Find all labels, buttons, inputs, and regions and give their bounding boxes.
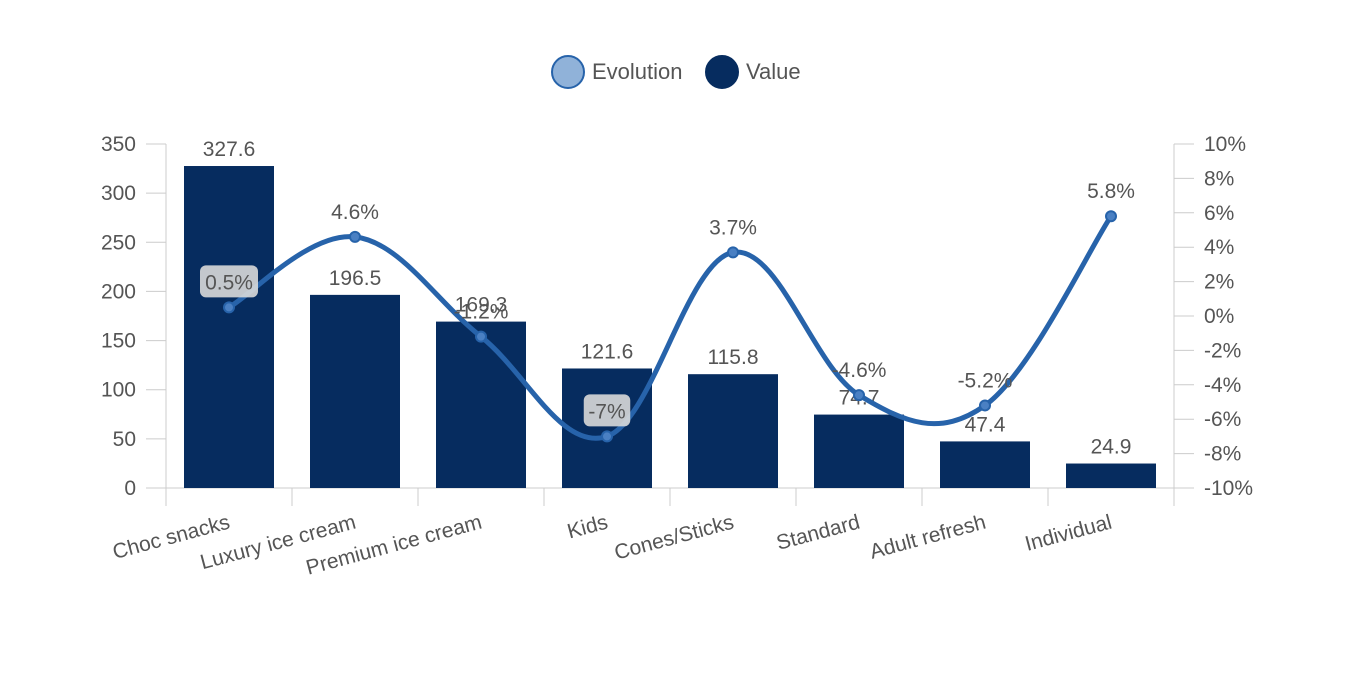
x-category-label-standard: Standard [774, 511, 862, 555]
bar-value-label: 327.6 [203, 138, 256, 161]
legend-label: Evolution [592, 59, 683, 84]
evolution-point-individual[interactable] [1105, 210, 1117, 223]
line-label-background [200, 265, 258, 298]
legend[interactable]: Evolution Value [551, 55, 801, 89]
legend-label: Value [746, 59, 801, 84]
line-value-label: -1.2% [454, 301, 509, 324]
bar-luxury-ice-cream[interactable] [310, 294, 400, 488]
x-category-label-kids: Kids [565, 511, 610, 544]
evolution-point-luxury-ice-cream[interactable] [349, 230, 361, 243]
bar-value-label: 24.9 [1091, 436, 1132, 459]
y-right-tick-label: 2% [1204, 271, 1234, 294]
y-right-tick-label: -8% [1204, 443, 1241, 466]
evolution-point-premium-ice-cream[interactable] [475, 330, 487, 343]
line-value-label: 5.8% [1087, 180, 1135, 203]
legend-item-value[interactable]: Value [705, 55, 801, 89]
y-right-tick-label: 6% [1204, 202, 1234, 225]
bar-value-label: 121.6 [581, 340, 634, 363]
evolution-point-choc-snacks[interactable] [223, 301, 235, 314]
y-left-tick-label: 350 [101, 133, 136, 156]
circle-light-blue-icon [551, 55, 585, 89]
line-labels: 0.5% 4.6% -1.2% -7% 3.7% -4.6% -5.2% 5.8% [200, 180, 1135, 427]
bar-value-label: 115.8 [708, 346, 759, 369]
line-label-background [583, 394, 631, 427]
y-right-tick-label: 10% [1204, 133, 1246, 156]
y-left-tick-label: 250 [101, 231, 136, 254]
evolution-line [226, 213, 1114, 441]
bar-kids[interactable] [562, 368, 652, 488]
bar-standard[interactable] [814, 414, 904, 488]
x-category-label-individual: Individual [1023, 511, 1115, 556]
line-value-label: 3.7% [709, 216, 757, 239]
y-left-tick-label: 300 [101, 182, 136, 205]
evolution-point-cones-sticks[interactable] [727, 246, 739, 259]
bar-cones-sticks[interactable] [688, 374, 778, 488]
line-value-label: 4.6% [331, 201, 379, 224]
circle-navy-icon [705, 55, 739, 89]
y-left-tick-label: 0 [124, 477, 136, 500]
line-series-evolution [223, 210, 1117, 443]
y-right-tick-label: -10% [1204, 477, 1253, 500]
y-left-tick-label: 200 [101, 280, 136, 303]
y-right-tick-label: -6% [1204, 408, 1241, 431]
y-left-tick-label: 50 [113, 428, 136, 451]
y-right-tick-label: -2% [1204, 339, 1241, 362]
bar-choc-snacks[interactable] [184, 166, 274, 489]
bar-series-value [184, 166, 1156, 489]
y-left-tick-label: 100 [101, 379, 136, 402]
bar-value-label: 169.3 [455, 294, 508, 317]
y-right-tick-label: 4% [1204, 236, 1234, 259]
legend-item-evolution[interactable]: Evolution [551, 55, 683, 89]
y-right-tick-label: 0% [1204, 305, 1234, 328]
bar-value-label: 47.4 [965, 413, 1006, 436]
line-value-label: -7% [588, 400, 625, 423]
bar-premium-ice-cream[interactable] [436, 321, 526, 488]
line-value-label: 0.5% [205, 271, 253, 294]
bar-adult-refresh[interactable] [940, 441, 1030, 488]
line-value-label: -4.6% [832, 359, 887, 382]
evolution-point-adult-refresh[interactable] [979, 399, 991, 412]
x-category-label-adult-refresh: Adult refresh [867, 511, 988, 564]
x-category-label-cones-sticks: Cones/Sticks [612, 511, 736, 565]
line-value-label: -5.2% [958, 369, 1013, 392]
y-right-tick-label: 8% [1204, 167, 1234, 190]
bar-value-label: 196.5 [329, 267, 382, 290]
y-right-tick-label: -4% [1204, 374, 1241, 397]
bar-individual[interactable] [1066, 463, 1156, 488]
y-left-tick-label: 150 [101, 330, 136, 353]
evolution-point-standard[interactable] [853, 389, 865, 402]
evolution-point-kids[interactable] [601, 430, 613, 443]
